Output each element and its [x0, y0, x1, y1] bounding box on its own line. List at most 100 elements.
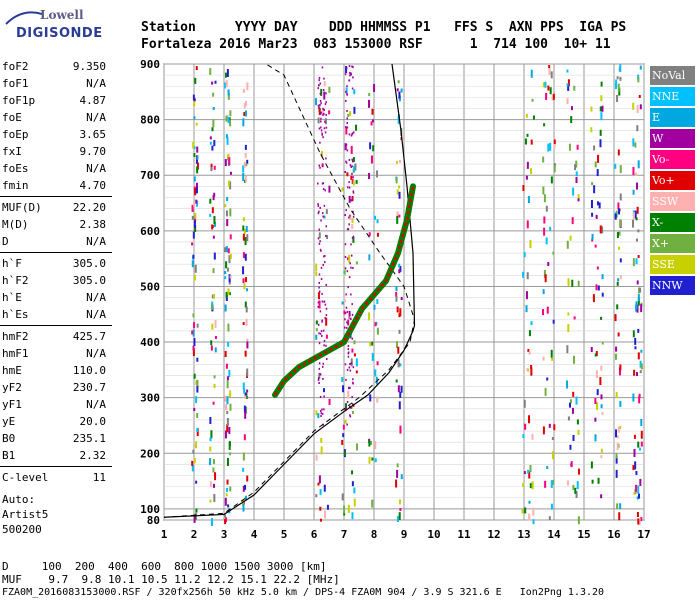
- echo-mark: [596, 402, 599, 411]
- y-tick-label: 500: [140, 280, 160, 293]
- echo-mark: [398, 313, 401, 318]
- echo-mark: [345, 293, 347, 296]
- echo-mark: [243, 228, 246, 234]
- echo-mark: [319, 332, 322, 335]
- echo-mark: [320, 266, 323, 269]
- echo-mark: [321, 408, 323, 411]
- echo-mark: [346, 117, 349, 120]
- param-label: foF2: [2, 60, 29, 73]
- echo-mark: [530, 139, 533, 145]
- param-value: 235.1: [72, 432, 106, 445]
- echo-mark: [374, 441, 377, 450]
- echo-mark: [193, 146, 196, 150]
- echo-mark: [352, 210, 354, 213]
- echo-mark: [351, 236, 354, 239]
- echo-mark: [527, 196, 530, 204]
- echo-mark: [318, 382, 320, 385]
- echo-mark: [638, 393, 641, 398]
- header-columns: Station YYYY DAY DDD HHMMSS P1 FFS S AXN…: [141, 20, 627, 35]
- echo-mark: [320, 111, 322, 114]
- param-row: h`E N/A: [0, 289, 112, 306]
- echo-mark: [600, 394, 603, 400]
- echo-mark: [323, 77, 325, 80]
- echo-mark: [342, 385, 345, 393]
- echo-mark: [347, 355, 350, 358]
- echo-mark: [224, 304, 227, 312]
- echo-mark: [212, 467, 215, 473]
- echo-mark: [346, 85, 348, 88]
- echo-mark: [209, 458, 212, 466]
- echo-mark: [325, 234, 327, 237]
- echo-mark: [552, 319, 555, 324]
- echo-mark: [323, 204, 326, 207]
- echo-mark: [245, 225, 248, 232]
- echo-mark: [553, 163, 556, 167]
- echo-mark: [350, 243, 352, 246]
- echo-mark: [640, 430, 643, 439]
- echo-mark: [245, 163, 248, 167]
- x-tick-label: 5: [281, 528, 288, 541]
- echo-mark: [318, 286, 320, 289]
- echo-mark: [351, 396, 353, 399]
- param-value: 22.20: [72, 201, 106, 214]
- x-tick-label: 7: [341, 528, 348, 541]
- echo-mark: [595, 214, 598, 219]
- echo-mark: [550, 480, 553, 489]
- echo-mark: [577, 280, 580, 287]
- echo-mark: [348, 310, 351, 319]
- echo-mark: [577, 516, 580, 525]
- echo-mark: [227, 323, 230, 332]
- echo-mark: [635, 182, 638, 190]
- echo-mark: [530, 69, 533, 78]
- echo-mark: [211, 294, 214, 299]
- echo-mark: [567, 416, 570, 421]
- echo-mark: [576, 144, 579, 150]
- echo-mark: [322, 107, 324, 110]
- param-row: foF1 N/A: [0, 75, 112, 92]
- echo-mark: [398, 512, 401, 521]
- echo-mark: [242, 452, 245, 461]
- echo-mark: [637, 297, 640, 306]
- digisonde-logo: Lowell DIGISONDE: [4, 6, 124, 46]
- echo-mark: [640, 304, 643, 313]
- echo-mark: [344, 408, 347, 411]
- echo-mark: [371, 499, 374, 508]
- echo-mark: [376, 361, 379, 366]
- echo-mark: [325, 344, 327, 347]
- echo-mark: [528, 471, 531, 479]
- echo-mark: [376, 299, 379, 305]
- echo-mark: [318, 127, 321, 130]
- x-tick-label: 10: [427, 528, 440, 541]
- echo-mark: [318, 242, 321, 245]
- echo-mark: [398, 329, 401, 334]
- echo-mark: [212, 235, 215, 239]
- echo-mark: [227, 248, 230, 254]
- x-tick-label: 6: [311, 528, 318, 541]
- echo-mark: [542, 289, 545, 295]
- param-value: 3.65: [79, 128, 107, 141]
- echo-mark: [225, 404, 228, 411]
- echo-mark: [524, 507, 527, 514]
- echo-mark: [591, 233, 594, 240]
- echo-mark: [395, 379, 398, 383]
- echo-mark: [528, 513, 531, 521]
- echo-mark: [211, 323, 214, 330]
- echo-mark: [567, 278, 570, 287]
- echo-mark: [599, 139, 602, 148]
- echo-mark: [224, 72, 227, 78]
- echo-mark: [192, 449, 195, 454]
- echo-mark: [632, 258, 635, 267]
- echo-mark: [524, 138, 527, 145]
- echo-mark: [319, 373, 321, 376]
- echo-mark: [193, 274, 196, 281]
- echo-mark: [600, 365, 603, 371]
- echo-mark: [399, 363, 402, 367]
- param-label: yF2: [2, 381, 22, 394]
- echo-mark: [353, 106, 356, 114]
- echo-mark: [196, 155, 199, 160]
- echo-mark: [323, 395, 325, 398]
- echo-mark: [573, 316, 576, 320]
- echo-mark: [211, 301, 214, 308]
- echo-mark: [319, 240, 321, 243]
- echo-mark: [209, 198, 212, 204]
